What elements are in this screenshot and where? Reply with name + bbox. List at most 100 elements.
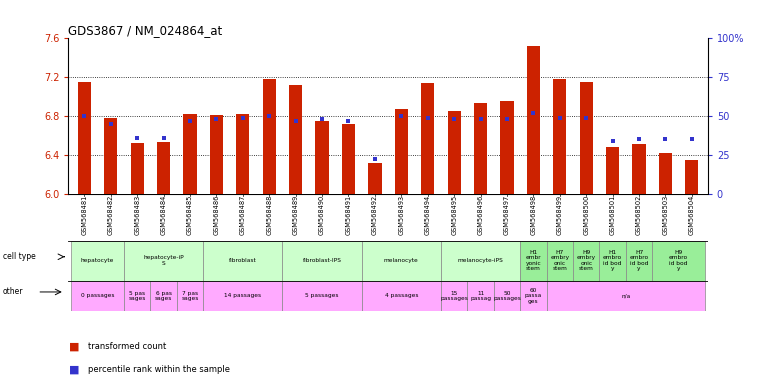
- Bar: [131, 143, 144, 194]
- Bar: [104, 118, 117, 194]
- Bar: [626, 241, 652, 281]
- Text: H7
embro
id bod
y: H7 embro id bod y: [629, 250, 648, 271]
- Point: [131, 135, 143, 141]
- Bar: [553, 79, 566, 194]
- Bar: [203, 281, 282, 311]
- Bar: [474, 103, 487, 194]
- Bar: [580, 82, 593, 194]
- Text: GSM568483: GSM568483: [134, 195, 140, 235]
- Text: GSM568504: GSM568504: [689, 195, 695, 235]
- Point: [105, 121, 117, 127]
- Point: [342, 118, 355, 124]
- Bar: [263, 79, 275, 194]
- Text: 14 passages: 14 passages: [224, 293, 261, 298]
- Text: GSM568503: GSM568503: [663, 195, 668, 235]
- Bar: [177, 281, 203, 311]
- Text: other: other: [3, 288, 24, 296]
- Point: [607, 138, 619, 144]
- Bar: [395, 109, 408, 194]
- Text: GSM568489: GSM568489: [293, 195, 298, 235]
- Bar: [421, 83, 435, 194]
- Point: [633, 136, 645, 142]
- Text: percentile rank within the sample: percentile rank within the sample: [88, 366, 230, 374]
- Text: GSM568497: GSM568497: [504, 195, 510, 235]
- Point: [395, 113, 407, 119]
- Text: H9
embry
onic
stem: H9 embry onic stem: [577, 250, 596, 271]
- Bar: [289, 85, 302, 194]
- Text: 6 pas
sages: 6 pas sages: [155, 291, 172, 301]
- Point: [686, 136, 698, 142]
- Text: fibroblast: fibroblast: [229, 258, 256, 263]
- Bar: [124, 241, 203, 281]
- Bar: [236, 114, 250, 194]
- Text: GSM568498: GSM568498: [530, 195, 537, 235]
- Point: [554, 114, 566, 121]
- Text: hepatocyte-iP
S: hepatocyte-iP S: [143, 255, 184, 266]
- Point: [659, 136, 671, 142]
- Text: 4 passages: 4 passages: [384, 293, 418, 298]
- Text: 5 pas
sages: 5 pas sages: [129, 291, 146, 301]
- Text: hepatocyte: hepatocyte: [81, 258, 114, 263]
- Point: [290, 118, 302, 124]
- Text: ■: ■: [68, 341, 79, 351]
- Point: [501, 116, 513, 122]
- Text: fibroblast-IPS: fibroblast-IPS: [303, 258, 342, 263]
- Text: H1
embr
yonic
stem: H1 embr yonic stem: [526, 250, 541, 271]
- Text: GSM568488: GSM568488: [266, 195, 272, 235]
- Bar: [659, 153, 672, 194]
- Bar: [183, 114, 196, 194]
- Text: GSM568485: GSM568485: [187, 195, 193, 235]
- Bar: [606, 147, 619, 194]
- Text: GSM568495: GSM568495: [451, 195, 457, 235]
- Text: GSM568486: GSM568486: [213, 195, 219, 235]
- Text: GSM568490: GSM568490: [319, 195, 325, 235]
- Text: GSM568493: GSM568493: [398, 195, 404, 235]
- Bar: [282, 241, 361, 281]
- Bar: [210, 115, 223, 194]
- Text: GSM568481: GSM568481: [81, 195, 88, 235]
- Text: melanocyte: melanocyte: [384, 258, 419, 263]
- Point: [527, 110, 540, 116]
- Bar: [361, 281, 441, 311]
- Bar: [282, 281, 361, 311]
- Text: H9
embro
id bod
y: H9 embro id bod y: [669, 250, 688, 271]
- Bar: [361, 241, 441, 281]
- Bar: [71, 241, 124, 281]
- Bar: [151, 281, 177, 311]
- Text: 15
passages: 15 passages: [440, 291, 468, 301]
- Text: GSM568484: GSM568484: [161, 195, 167, 235]
- Bar: [441, 241, 521, 281]
- Text: GSM568496: GSM568496: [478, 195, 483, 235]
- Point: [369, 156, 381, 162]
- Text: GSM568502: GSM568502: [636, 195, 642, 235]
- Text: GSM568501: GSM568501: [610, 195, 616, 235]
- Bar: [447, 111, 460, 194]
- Text: GSM568487: GSM568487: [240, 195, 246, 235]
- Text: GSM568482: GSM568482: [108, 195, 113, 235]
- Text: GDS3867 / NM_024864_at: GDS3867 / NM_024864_at: [68, 24, 223, 37]
- Text: 11
passag: 11 passag: [470, 291, 491, 301]
- Bar: [124, 281, 151, 311]
- Text: GSM568500: GSM568500: [583, 195, 589, 235]
- Point: [210, 116, 222, 122]
- Text: 0 passages: 0 passages: [81, 293, 114, 298]
- Point: [580, 114, 592, 121]
- Bar: [573, 241, 600, 281]
- Bar: [527, 46, 540, 194]
- Bar: [441, 281, 467, 311]
- Point: [422, 114, 434, 121]
- Text: GSM568499: GSM568499: [557, 195, 563, 235]
- Text: H7
embry
onic
stem: H7 embry onic stem: [550, 250, 569, 271]
- Bar: [157, 142, 170, 194]
- Bar: [685, 160, 699, 194]
- Point: [184, 118, 196, 124]
- Bar: [342, 124, 355, 194]
- Text: melanocyte-iPS: melanocyte-iPS: [457, 258, 504, 263]
- Bar: [501, 101, 514, 194]
- Bar: [546, 241, 573, 281]
- Point: [263, 113, 275, 119]
- Bar: [368, 162, 381, 194]
- Text: 60
passa
ges: 60 passa ges: [525, 288, 542, 304]
- Text: n/a: n/a: [621, 293, 630, 298]
- Text: H1
embro
id bod
y: H1 embro id bod y: [603, 250, 622, 271]
